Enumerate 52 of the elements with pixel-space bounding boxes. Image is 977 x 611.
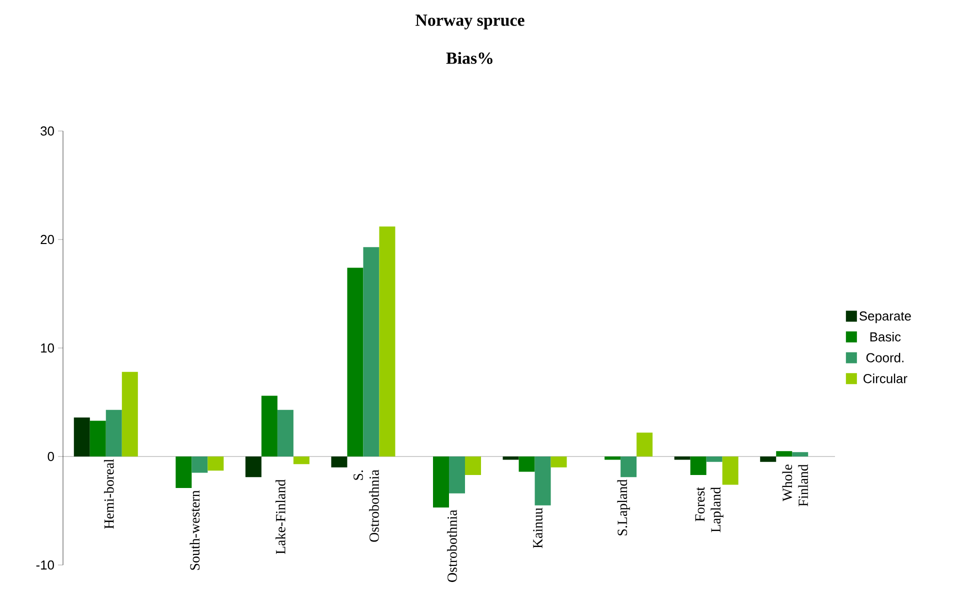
bar [722,456,738,485]
x-tick-label: Kainuu [533,508,542,548]
bar [620,456,637,478]
bar [433,456,450,508]
bar [122,372,138,456]
bar [379,226,396,456]
x-tick-label: Lake-Finland [276,479,286,554]
bar [106,410,122,456]
y-tick-label: 0 [48,452,54,462]
bar [690,456,706,475]
bar [792,452,808,456]
bar [331,456,348,468]
bar [449,456,466,494]
bar [363,247,380,456]
x-tick-label: Forest Lapland [695,486,724,532]
legend-label: Separate [860,311,911,324]
y-tick-label: 20 [40,234,54,244]
bar [776,451,792,456]
legend-label: Coord. [866,352,904,362]
y-tick-label: -10 [36,560,54,570]
bar [604,456,621,460]
bar [518,456,535,472]
x-tick-label: Ostrobothnia [447,510,457,582]
bar [293,456,310,464]
x-tick-label: Whole Finland [782,464,808,506]
bar [502,456,519,460]
x-tick-label: S. Ostrobothnia [354,470,379,542]
legend-label: Basic [870,332,901,342]
bar [261,396,278,456]
bar [706,456,722,462]
y-tick-label: 10 [41,343,54,353]
chart-subtitle: Bias% [446,52,492,64]
bar [550,456,567,468]
bar [192,456,208,473]
bar [176,456,192,488]
legend-label: Circular [864,374,908,384]
chart-title: Norway spruce [416,14,524,30]
bar [90,420,106,456]
bar [74,417,90,456]
bar [245,456,262,478]
x-tick-label: Hemi-boreal [104,458,114,529]
bar [760,456,776,462]
bar [636,432,653,456]
bar [347,268,364,456]
y-tick-label: 30 [40,126,54,136]
bar [674,456,690,460]
bar [534,456,551,506]
bar [465,456,482,475]
x-tick-label: S.Lapland [617,479,630,536]
bar [208,456,224,471]
x-tick-label: South-western [190,490,200,570]
bar [277,410,294,456]
